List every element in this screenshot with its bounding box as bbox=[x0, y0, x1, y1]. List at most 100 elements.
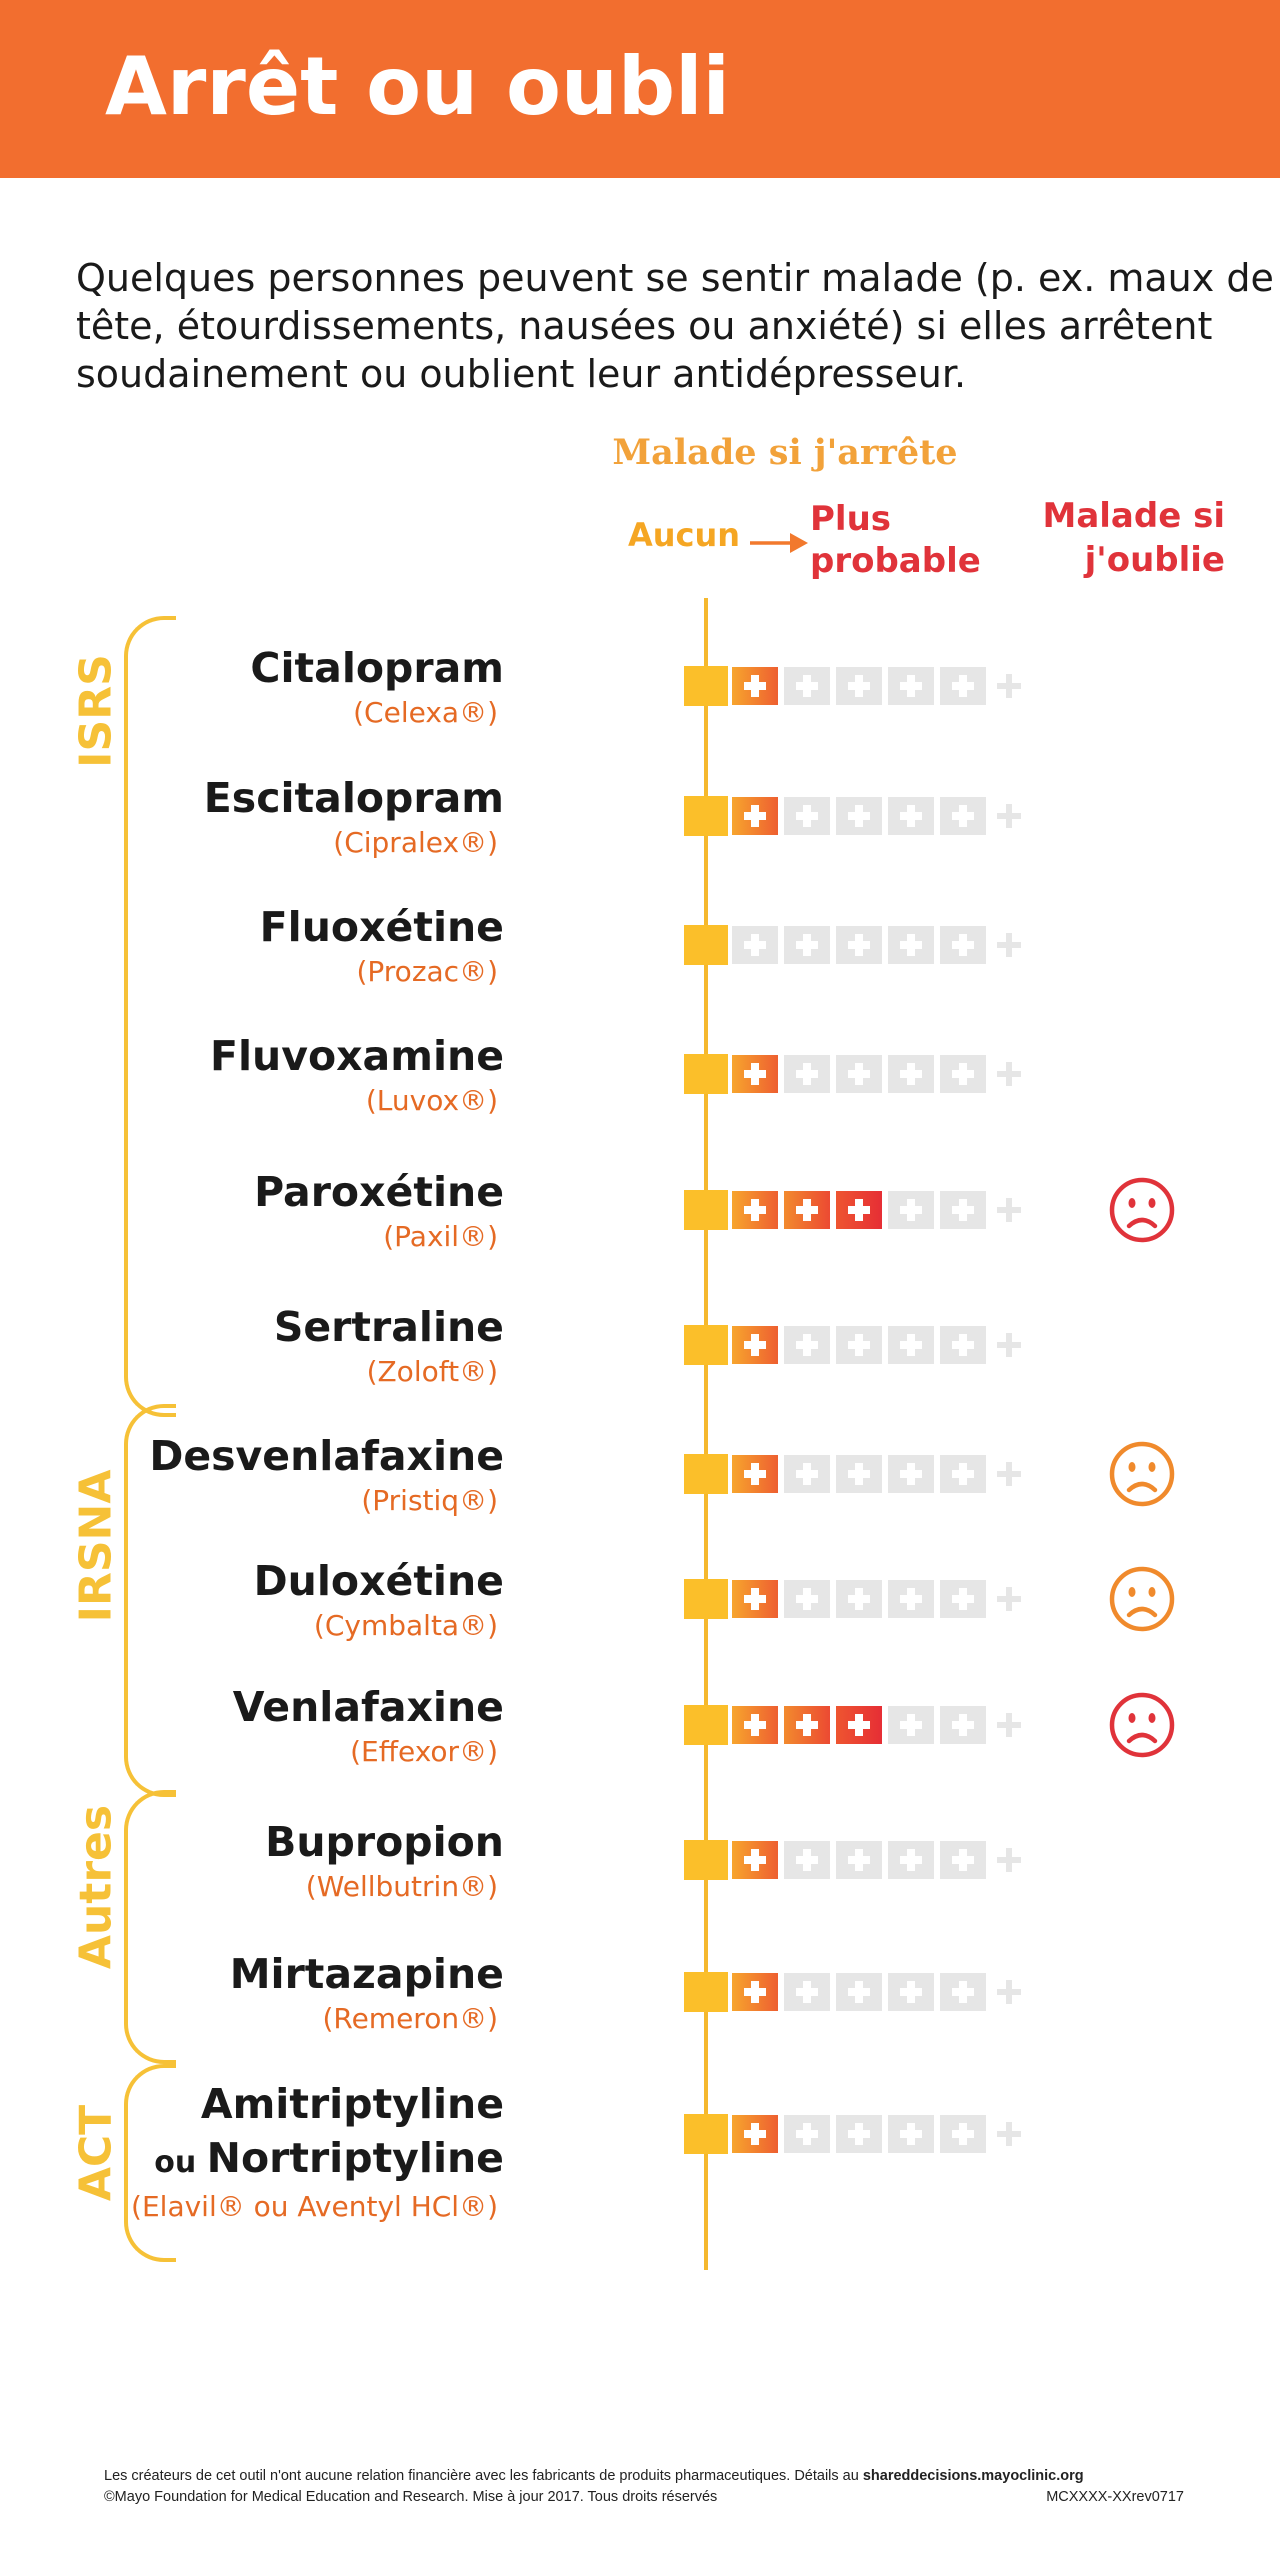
drug-name: Desvenlafaxine bbox=[149, 1432, 504, 1480]
plus-box-icon bbox=[732, 2115, 778, 2153]
scale-base-block bbox=[684, 796, 728, 836]
plus-icon bbox=[994, 671, 1024, 701]
plus-box-icon bbox=[784, 1706, 830, 1744]
plus-box-empty-icon bbox=[836, 1580, 882, 1618]
plus-box-empty-icon bbox=[784, 1455, 830, 1493]
scale-row bbox=[684, 2114, 1024, 2154]
plus-box-icon bbox=[732, 1326, 778, 1364]
plus-icon bbox=[994, 1459, 1024, 1489]
plus-icon bbox=[994, 1845, 1024, 1875]
plus-box-empty-icon bbox=[940, 1580, 986, 1618]
page-title: Arrêt ou oubli bbox=[105, 40, 730, 133]
plus-box-empty-icon bbox=[784, 1580, 830, 1618]
plus-icon bbox=[994, 1059, 1024, 1089]
brand-name: (Paxil®) bbox=[383, 1220, 498, 1253]
plus-box-empty-icon bbox=[888, 1055, 934, 1093]
plus-box-empty-icon bbox=[836, 1455, 882, 1493]
plus-box-icon bbox=[732, 1973, 778, 2011]
header-band bbox=[0, 0, 1280, 178]
plus-box-icon bbox=[732, 1580, 778, 1618]
scale-base-block bbox=[684, 1705, 728, 1745]
plus-box-empty-icon bbox=[940, 1706, 986, 1744]
plus-box-empty-icon bbox=[784, 1973, 830, 2011]
plus-box-empty-icon bbox=[888, 1580, 934, 1618]
plus-box-empty-icon bbox=[836, 2115, 882, 2153]
plus-box-empty-icon bbox=[940, 1191, 986, 1229]
plus-box-empty-icon bbox=[836, 1973, 882, 2011]
plus-icon bbox=[994, 1195, 1024, 1225]
plus-box-empty-icon bbox=[940, 1455, 986, 1493]
plus-box-empty-icon bbox=[888, 1191, 934, 1229]
brand-name: (Luvox®) bbox=[365, 1084, 498, 1117]
drug-name: Paroxétine bbox=[254, 1168, 504, 1216]
scale-row bbox=[684, 1579, 1024, 1619]
drug-name-second-text: Nortriptyline bbox=[206, 2134, 504, 2182]
scale-max-label: Plus probable bbox=[810, 499, 981, 581]
scale-base-block bbox=[684, 1325, 728, 1365]
footer-link[interactable]: shareddecisions.mayoclinic.org bbox=[862, 2468, 1084, 2484]
plus-box-empty-icon bbox=[888, 2115, 934, 2153]
plus-box-empty-icon bbox=[784, 1055, 830, 1093]
scale-min-label: Aucun bbox=[628, 516, 741, 554]
drug-name: Amitriptyline bbox=[200, 2080, 504, 2128]
plus-box-icon bbox=[836, 1191, 882, 1229]
plus-box-empty-icon bbox=[784, 1326, 830, 1364]
plus-box-icon bbox=[732, 1191, 778, 1229]
plus-box-empty-icon bbox=[888, 1455, 934, 1493]
plus-box-empty-icon bbox=[784, 797, 830, 835]
drug-name-connector: ou bbox=[154, 2145, 207, 2180]
scale-row bbox=[684, 1325, 1024, 1365]
plus-box-empty-icon bbox=[888, 667, 934, 705]
drug-name: Sertraline bbox=[273, 1303, 504, 1351]
plus-icon bbox=[994, 1330, 1024, 1360]
drug-name: Bupropion bbox=[265, 1818, 504, 1866]
scale-axis-line bbox=[704, 598, 708, 2270]
plus-box-empty-icon bbox=[940, 926, 986, 964]
plus-box-empty-icon bbox=[940, 797, 986, 835]
group-bracket bbox=[124, 2064, 176, 2262]
plus-box-empty-icon bbox=[888, 1706, 934, 1744]
plus-box-icon bbox=[732, 1706, 778, 1744]
plus-box-empty-icon bbox=[732, 926, 778, 964]
plus-box-empty-icon bbox=[836, 1055, 882, 1093]
scale-row bbox=[684, 1454, 1024, 1494]
plus-box-icon bbox=[732, 1455, 778, 1493]
brand-name: (Zoloft®) bbox=[366, 1355, 498, 1388]
plus-box-empty-icon bbox=[888, 1841, 934, 1879]
scale-row bbox=[684, 1054, 1024, 1094]
plus-box-empty-icon bbox=[888, 1973, 934, 2011]
drug-name: Fluoxétine bbox=[259, 903, 504, 951]
footer-code: MCXXXX-XXrev0717 bbox=[1046, 2489, 1184, 2505]
plus-box-icon bbox=[732, 1055, 778, 1093]
scale-base-block bbox=[684, 1579, 728, 1619]
scale-row bbox=[684, 925, 1024, 965]
forget-column-label: Malade si j'oublie bbox=[1042, 496, 1225, 580]
scale-row bbox=[684, 1705, 1024, 1745]
group-bracket bbox=[124, 1790, 176, 2064]
plus-box-icon bbox=[784, 1191, 830, 1229]
group-label: IRSNA bbox=[70, 1469, 122, 1622]
plus-box-empty-icon bbox=[940, 1973, 986, 2011]
plus-box-empty-icon bbox=[836, 667, 882, 705]
scale-row bbox=[684, 1972, 1024, 2012]
plus-box-empty-icon bbox=[940, 667, 986, 705]
sad-face-icon bbox=[1108, 1176, 1176, 1244]
plus-box-empty-icon bbox=[784, 667, 830, 705]
plus-box-icon bbox=[732, 1841, 778, 1879]
plus-box-empty-icon bbox=[836, 1326, 882, 1364]
plus-box-empty-icon bbox=[784, 926, 830, 964]
footer-copyright: ©Mayo Foundation for Medical Education a… bbox=[104, 2489, 718, 2505]
scale-base-block bbox=[684, 1840, 728, 1880]
sad-face-icon bbox=[1108, 1691, 1176, 1759]
intro-text: Quelques personnes peuvent se sentir mal… bbox=[76, 256, 1274, 396]
sad-face-icon bbox=[1108, 1565, 1176, 1633]
plus-icon bbox=[994, 1977, 1024, 2007]
plus-box-empty-icon bbox=[940, 1841, 986, 1879]
plus-icon bbox=[994, 930, 1024, 960]
plus-box-empty-icon bbox=[784, 1841, 830, 1879]
plus-box-empty-icon bbox=[836, 926, 882, 964]
drug-name-second: ou Nortriptyline bbox=[154, 2134, 504, 2182]
plus-box-empty-icon bbox=[888, 797, 934, 835]
plus-box-empty-icon bbox=[836, 797, 882, 835]
group-label: Autres bbox=[70, 1804, 122, 1970]
